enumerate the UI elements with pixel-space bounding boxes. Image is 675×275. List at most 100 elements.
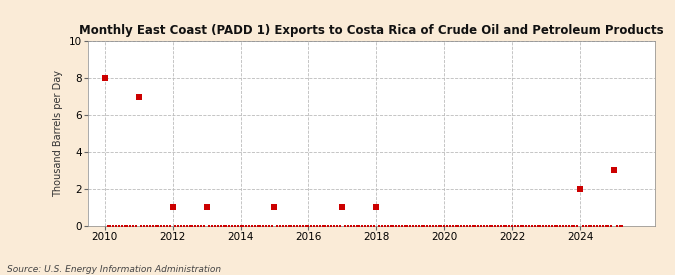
Point [312,223,323,228]
Point [102,223,113,228]
Point [450,223,461,228]
Point [445,223,456,228]
Point [583,223,594,228]
Point [476,223,487,228]
Point [116,223,127,228]
Point [207,223,217,228]
Point [128,223,138,228]
Point [167,205,178,209]
Point [552,223,563,228]
Point [453,223,464,228]
Point [526,223,537,228]
Point [549,223,560,228]
Point [144,223,155,228]
Point [192,223,203,228]
Point [416,223,427,228]
Point [340,223,350,228]
Point [161,223,172,228]
Point [532,223,543,228]
Point [609,168,620,172]
Point [433,223,444,228]
Point [546,223,557,228]
Point [272,223,283,228]
Point [484,223,495,228]
Point [538,223,549,228]
Point [325,223,336,228]
Point [252,223,263,228]
Point [136,223,147,228]
Text: Source: U.S. Energy Information Administration: Source: U.S. Energy Information Administ… [7,265,221,274]
Point [119,223,130,228]
Point [298,223,308,228]
Point [351,223,362,228]
Point [405,223,416,228]
Point [354,223,364,228]
Point [368,223,379,228]
Point [490,223,501,228]
Point [427,223,438,228]
Point [289,223,300,228]
Point [190,223,200,228]
Point [535,223,546,228]
Point [176,223,186,228]
Point [572,223,583,228]
Point [346,223,356,228]
Point [371,205,382,209]
Point [198,223,209,228]
Point [246,223,257,228]
Point [419,223,430,228]
Point [495,223,506,228]
Point [574,186,585,191]
Point [170,223,181,228]
Point [360,223,371,228]
Point [105,223,116,228]
Point [210,223,221,228]
Point [365,223,376,228]
Point [182,223,192,228]
Point [323,223,333,228]
Point [269,205,280,209]
Point [510,223,520,228]
Point [399,223,410,228]
Point [249,223,260,228]
Point [142,223,153,228]
Point [292,223,302,228]
Point [156,223,167,228]
Point [595,223,605,228]
Point [187,223,198,228]
Point [439,223,450,228]
Point [385,223,396,228]
Point [558,223,568,228]
Point [147,223,158,228]
Point [130,223,141,228]
Point [555,223,566,228]
Point [348,223,359,228]
Point [159,223,169,228]
Point [196,223,207,228]
Point [266,223,277,228]
Point [221,223,232,228]
Point [413,223,424,228]
Point [507,223,518,228]
Point [591,223,602,228]
Point [227,223,238,228]
Point [111,223,122,228]
Point [286,223,297,228]
Point [600,223,611,228]
Point [394,223,404,228]
Point [125,223,136,228]
Point [357,223,368,228]
Point [108,223,119,228]
Point [560,223,571,228]
Point [362,223,373,228]
Point [258,223,269,228]
Point [184,223,195,228]
Title: Monthly East Coast (PADD 1) Exports to Costa Rica of Crude Oil and Petroleum Pro: Monthly East Coast (PADD 1) Exports to C… [79,24,664,37]
Point [524,223,535,228]
Point [263,223,274,228]
Point [315,223,325,228]
Point [204,223,215,228]
Point [493,223,504,228]
Point [529,223,540,228]
Point [617,223,628,228]
